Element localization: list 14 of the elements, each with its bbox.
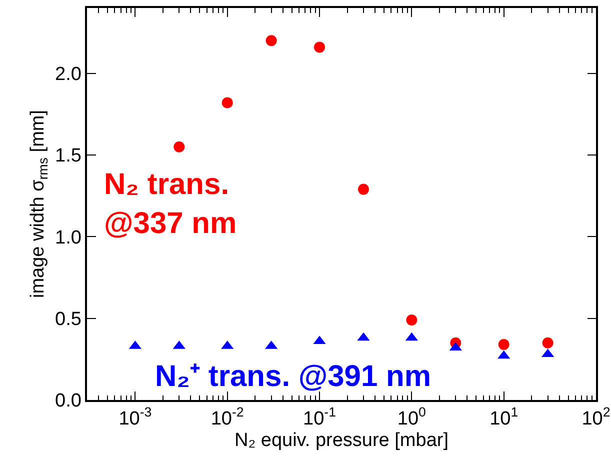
x-tick-label: 10$^{0}$ [397, 404, 426, 430]
x-tick-label: 10$^{2}$ [582, 404, 610, 430]
y-tick-label: 1.5 [55, 146, 82, 167]
y-tick-label: 0.0 [55, 390, 82, 412]
x-tick-label: 10$^{-2}$ [210, 404, 244, 430]
y-tick-label: 0.5 [55, 308, 82, 330]
series-label: N₂⁺ trans. @391 nm [155, 360, 432, 393]
y-tick-label: 1.0 [55, 227, 82, 248]
y-tick-label: 2.0 [55, 64, 82, 85]
series-label: N₂ trans. @337 nm [104, 168, 237, 240]
x-tick-label: 10$^{-1}$ [303, 404, 336, 430]
x-axis-title: N₂ equiv. pressure [mbar] [234, 430, 448, 451]
x-tick-label: 10$^{-3}$ [118, 404, 152, 430]
x-tick-label: 10$^{1}$ [490, 404, 518, 430]
